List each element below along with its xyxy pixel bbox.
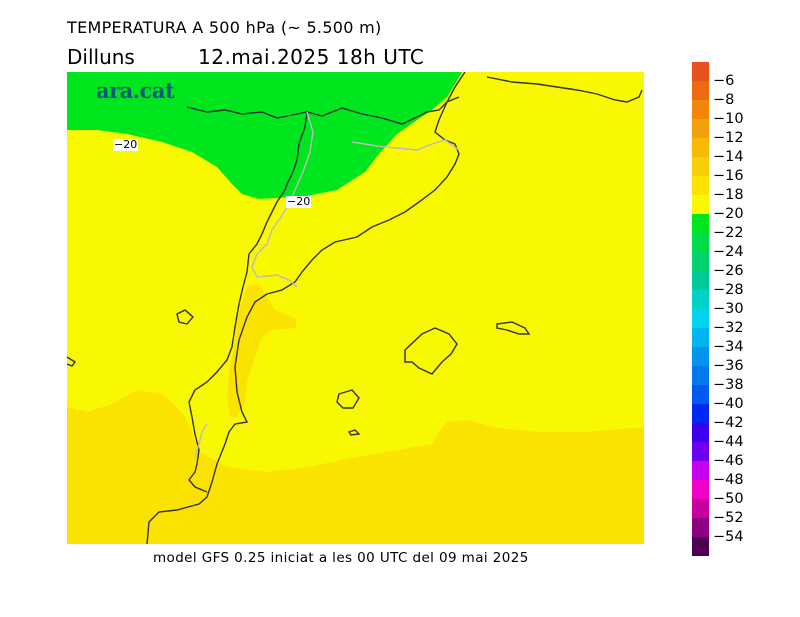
legend-swatch: [692, 176, 709, 196]
model-run-footer: model GFS 0.25 iniciat a les 00 UTC del …: [153, 550, 529, 566]
legend-swatch: [692, 537, 709, 556]
legend-swatch: [692, 404, 709, 424]
legend-label: −26: [713, 263, 744, 279]
legend-label: −6: [713, 73, 735, 89]
legend-label: −8: [713, 92, 735, 108]
band-minus18-inland: [227, 284, 297, 417]
legend-swatch: [692, 157, 709, 177]
legend-swatch: [692, 480, 709, 500]
band-minus18-south: [67, 390, 644, 544]
legend-label: −44: [713, 434, 744, 450]
legend-label: −46: [713, 453, 744, 469]
legend-label: −38: [713, 377, 744, 393]
legend-swatch: [692, 271, 709, 291]
coastline: [67, 72, 643, 544]
legend-label: −28: [713, 282, 744, 298]
legend-swatch: [692, 195, 709, 215]
forecast-day: Dilluns: [67, 45, 135, 69]
legend-label: −40: [713, 396, 744, 412]
legend-label: −48: [713, 472, 744, 488]
legend-swatch: [692, 442, 709, 462]
legend-label: −20: [713, 206, 744, 222]
legend-swatch: [692, 461, 709, 481]
legend-swatch: [692, 138, 709, 158]
legend-swatch: [692, 518, 709, 538]
forecast-datetime: 12.mai.2025 18h UTC: [198, 45, 425, 69]
legend-label: −54: [713, 529, 744, 545]
legend-swatch: [692, 309, 709, 329]
legend-label: −30: [713, 301, 744, 317]
legend-label: −22: [713, 225, 744, 241]
legend-label: −52: [713, 510, 744, 526]
contour-label-west: −20: [113, 138, 139, 151]
legend-label: −36: [713, 358, 744, 374]
legend-swatch: [692, 423, 709, 443]
borders: [194, 111, 460, 458]
legend-swatch: [692, 290, 709, 310]
legend-swatch: [692, 214, 709, 234]
legend-swatch: [692, 119, 709, 139]
legend-label: −34: [713, 339, 744, 355]
contour-label-center: −20: [286, 195, 312, 208]
legend-swatch: [692, 233, 709, 253]
legend-swatch: [692, 499, 709, 519]
temperature-map: [67, 72, 644, 544]
legend-swatch: [692, 328, 709, 348]
legend-swatch: [692, 385, 709, 405]
legend-swatch: [692, 347, 709, 367]
legend-label: −10: [713, 111, 744, 127]
legend-swatch: [692, 100, 709, 120]
legend-swatch: [692, 81, 709, 101]
legend-label: −12: [713, 130, 744, 146]
map-title: TEMPERATURA A 500 hPa (~ 5.500 m): [67, 18, 382, 37]
legend-label: −24: [713, 244, 744, 260]
legend-swatch: [692, 252, 709, 272]
legend-label: −18: [713, 187, 744, 203]
legend-label: −50: [713, 491, 744, 507]
legend-label: −14: [713, 149, 744, 165]
legend-label: −42: [713, 415, 744, 431]
legend-swatch: [692, 62, 709, 82]
legend-label: −32: [713, 320, 744, 336]
legend-label: −16: [713, 168, 744, 184]
band-minus20-north: [67, 72, 462, 199]
brand-logo: ara.cat: [96, 78, 175, 103]
legend-swatch: [692, 366, 709, 386]
color-legend: [692, 62, 709, 556]
